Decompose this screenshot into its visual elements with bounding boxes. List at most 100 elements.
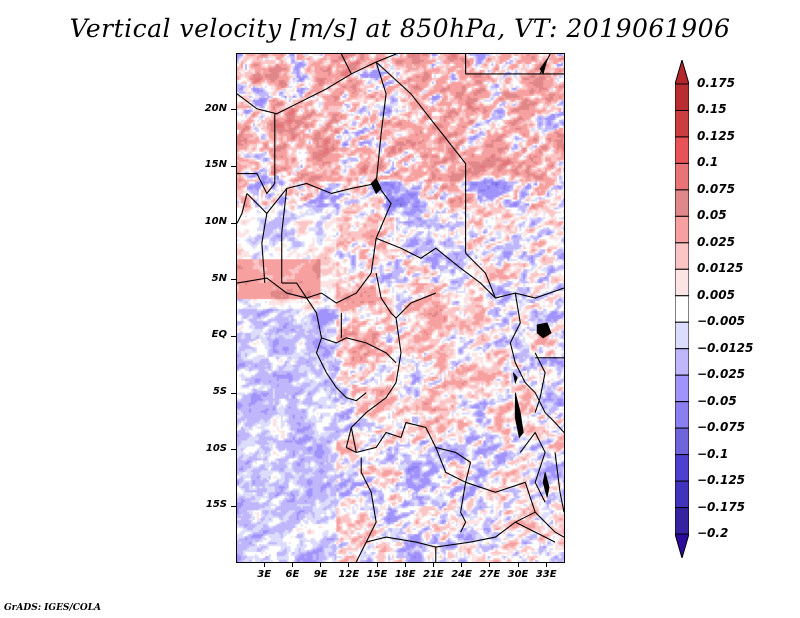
x-tick-label: 18E: [394, 569, 416, 580]
colorbar-extend-max: [675, 60, 689, 85]
y-tick-mark: [231, 449, 236, 451]
border-line: [465, 252, 496, 299]
border-line: [261, 213, 268, 284]
colorbar-label: −0.1: [697, 446, 729, 461]
colorbar: [675, 60, 689, 558]
border-line: [465, 481, 564, 538]
map-plot-area: [236, 53, 565, 563]
colorbar-box: [675, 242, 689, 270]
y-tick-label: 10S: [205, 442, 227, 454]
colorbar-box: [675, 295, 689, 323]
y-tick-label: 20N: [204, 102, 227, 114]
border-line: [237, 193, 248, 224]
border-line: [375, 61, 467, 254]
border-line: [435, 447, 466, 483]
vertical-velocity-field: [237, 54, 564, 562]
colorbar-extend-min: [675, 533, 689, 558]
border-line: [281, 188, 288, 284]
colorbar-label: 0.025: [697, 234, 735, 249]
colorbar-box: [675, 162, 689, 191]
border-line: [355, 457, 377, 562]
x-tick-label: 9E: [313, 569, 328, 580]
border-line: [315, 337, 367, 402]
colorbar-label: −0.05: [697, 393, 737, 408]
border-line: [370, 61, 392, 274]
y-tick-label: 10N: [204, 216, 227, 227]
y-tick-mark: [231, 279, 236, 281]
border-line: [237, 113, 276, 195]
colorbar-label: −0.075: [697, 420, 746, 435]
colorbar-box: [675, 374, 689, 403]
border-line: [554, 452, 564, 513]
border-line: [509, 292, 564, 433]
x-tick-mark: [545, 563, 547, 567]
lake-victoria: [536, 322, 552, 339]
colorbar-box: [675, 83, 689, 111]
colorbar-label: 0.125: [697, 128, 735, 143]
border-line: [345, 317, 402, 448]
border-line: [346, 421, 471, 463]
border-line: [237, 277, 323, 338]
y-tick-mark: [231, 335, 236, 337]
colorbar-label: 0.05: [697, 208, 727, 223]
colorbar-box: [675, 348, 689, 376]
x-tick-mark: [404, 563, 406, 567]
y-tick-mark: [231, 165, 236, 167]
border-line: [350, 427, 357, 453]
y-tick-mark: [231, 505, 236, 507]
y-tick-mark: [231, 222, 236, 224]
colorbar-label: 0.075: [697, 181, 735, 196]
x-tick-label: 3E: [257, 569, 272, 580]
x-tick-label: 6E: [285, 569, 300, 580]
colorbar-box: [675, 189, 689, 217]
y-tick-mark: [231, 392, 236, 394]
y-tick-label: 5S: [212, 386, 227, 397]
border-line: [515, 521, 556, 543]
x-tick-mark: [461, 563, 463, 567]
colorbar-box: [675, 268, 689, 297]
border-line: [375, 273, 436, 319]
x-tick-mark: [320, 563, 322, 567]
border-line: [460, 462, 472, 533]
border-line: [237, 54, 397, 115]
y-tick-label: 15S: [205, 499, 227, 511]
colorbar-label: 0.1: [697, 155, 719, 170]
x-tick-label: 21E: [423, 569, 444, 580]
country-borders: [237, 54, 564, 562]
colorbar-label: 0.005: [697, 287, 735, 302]
lake-chad: [370, 177, 382, 195]
colorbar-box: [675, 109, 689, 138]
colorbar-box: [675, 454, 689, 482]
y-tick-label: 5N: [211, 272, 227, 284]
x-tick-mark: [263, 563, 265, 567]
lake-kivu: [512, 372, 518, 385]
lake-malawi: [542, 472, 550, 498]
border-line: [519, 431, 546, 503]
colorbar-box: [675, 427, 689, 456]
colorbar-label: 0.0125: [697, 261, 744, 276]
colorbar-box: [675, 215, 689, 244]
x-tick-mark: [489, 563, 491, 567]
x-tick-mark: [376, 563, 378, 567]
y-tick-label: EQ: [211, 329, 227, 341]
x-tick-label: 33E: [535, 569, 557, 580]
grads-credit: GrADS: IGES/COLA: [4, 603, 102, 613]
border-line: [340, 54, 352, 75]
colorbar-label: −0.125: [697, 473, 746, 488]
x-tick-label: 15E: [366, 569, 388, 580]
border-line: [366, 511, 536, 548]
border-line: [375, 237, 564, 299]
colorbar-label: −0.175: [697, 499, 746, 514]
x-tick-mark: [291, 563, 293, 567]
x-tick-mark: [517, 563, 519, 567]
colorbar-label: −0.025: [697, 367, 746, 382]
chart-title: Vertical velocity [m/s] at 850hPa, VT: 2…: [69, 14, 731, 43]
colorbar-label: 0.175: [697, 76, 735, 90]
lake-tanganyika: [514, 392, 524, 439]
x-tick-label: 12E: [338, 569, 360, 580]
x-tick-label: 30E: [507, 569, 529, 580]
x-tick-mark: [348, 563, 350, 567]
colorbar-box: [675, 401, 689, 429]
colorbar-box: [675, 136, 689, 164]
border-line: [534, 352, 546, 413]
